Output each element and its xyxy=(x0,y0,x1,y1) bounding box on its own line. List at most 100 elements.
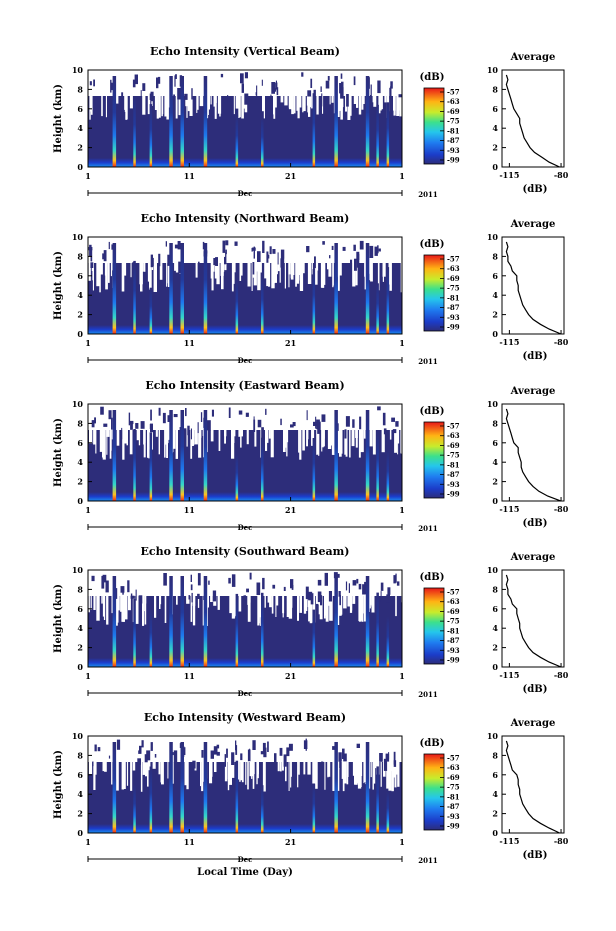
missing-data-streak xyxy=(220,263,224,276)
colorbar-tick-label: -75 xyxy=(447,284,460,293)
y-tick-label: 4 xyxy=(77,123,83,133)
echo-patch xyxy=(252,740,256,750)
missing-data-streak xyxy=(210,430,214,442)
missing-data-streak xyxy=(186,430,188,447)
missing-data-streak xyxy=(92,263,94,291)
missing-data-streak xyxy=(164,430,168,445)
y-tick-label: 0 xyxy=(77,329,83,339)
echo-patch xyxy=(224,256,226,265)
echo-patch xyxy=(362,584,366,595)
echo-patch xyxy=(231,752,235,765)
missing-data-streak xyxy=(280,762,282,772)
echo-patch xyxy=(269,246,272,255)
echo-patch xyxy=(201,750,204,758)
missing-data-streak xyxy=(129,430,133,455)
precipitation-echo xyxy=(235,114,239,167)
missing-data-streak xyxy=(252,762,255,789)
y-tick-label: 6 xyxy=(77,271,83,281)
missing-data-streak xyxy=(111,430,114,440)
missing-data-streak xyxy=(353,263,355,282)
y-tick-label: 10 xyxy=(72,399,84,409)
colorbar-tick-label: -93 xyxy=(447,646,460,655)
echo-patch xyxy=(340,73,343,79)
x-tick-label: 1 xyxy=(85,338,91,348)
echo-patch xyxy=(398,94,403,98)
profile-y-tick-label: 2 xyxy=(492,643,498,653)
missing-data-streak xyxy=(338,263,342,276)
missing-data-streak xyxy=(241,762,244,783)
colorbar-tick-label: -75 xyxy=(447,117,460,126)
echo-patch xyxy=(342,748,345,759)
missing-data-streak xyxy=(380,762,382,787)
echo-patch xyxy=(251,247,253,252)
heatmap-frame xyxy=(87,403,403,502)
missing-data-streak xyxy=(135,596,139,624)
y-axis-label: Height (km) xyxy=(53,251,64,320)
echo-patch xyxy=(224,754,226,767)
echo-patch xyxy=(386,594,390,603)
echo-patch xyxy=(228,407,231,418)
missing-data-streak xyxy=(340,96,343,120)
precipitation-echo xyxy=(149,432,153,501)
missing-data-streak xyxy=(295,263,300,284)
missing-data-streak xyxy=(271,596,274,614)
echo-patch xyxy=(321,761,324,768)
missing-data-streak xyxy=(321,430,324,448)
missing-data-streak xyxy=(379,96,382,111)
echo-patch xyxy=(283,586,286,591)
missing-data-streak xyxy=(293,96,296,114)
missing-data-streak xyxy=(302,263,305,274)
missing-data-streak xyxy=(307,762,311,775)
missing-data-streak xyxy=(101,596,103,604)
echo-patch xyxy=(305,738,307,751)
missing-data-streak xyxy=(209,762,213,784)
echo-patch xyxy=(315,416,317,429)
echo-patch xyxy=(393,760,397,767)
echo-patch xyxy=(238,410,243,415)
month-label: Dec xyxy=(238,523,253,532)
colorbar-tick-label: -69 xyxy=(447,107,460,116)
echo-patch xyxy=(197,573,201,586)
echo-patch xyxy=(393,751,396,765)
heatmap xyxy=(88,404,404,501)
x-axis-label: Local Time (Day) xyxy=(197,867,293,878)
echo-patch xyxy=(383,758,388,771)
profile-y-tick-label: 0 xyxy=(492,496,498,506)
echo-patch xyxy=(213,258,218,266)
missing-data-streak xyxy=(210,596,213,602)
y-tick-label: 6 xyxy=(77,770,83,780)
missing-data-streak xyxy=(232,263,235,284)
missing-data-streak xyxy=(123,430,127,444)
missing-data-streak xyxy=(224,430,226,444)
echo-patch xyxy=(310,78,313,88)
missing-data-streak xyxy=(364,596,368,622)
echo-patch xyxy=(94,417,96,424)
echo-patch xyxy=(286,747,290,757)
echo-patch xyxy=(253,419,256,432)
heatmap-background xyxy=(88,762,402,833)
echo-patch xyxy=(108,410,112,420)
colorbar-unit: (dB) xyxy=(420,572,445,583)
missing-data-streak xyxy=(93,596,96,610)
colorbar-tick-label: -57 xyxy=(447,422,460,431)
echo-patch xyxy=(158,407,161,416)
echo-patch xyxy=(149,423,152,429)
echo-patch xyxy=(288,743,293,751)
profile-y-tick-label: 8 xyxy=(492,418,498,428)
y-tick-label: 6 xyxy=(77,438,83,448)
missing-data-streak xyxy=(264,263,268,279)
missing-data-streak xyxy=(286,596,290,617)
missing-data-streak xyxy=(216,263,220,285)
profile-y-tick-label: 0 xyxy=(492,329,498,339)
y-axis-label: Height (km) xyxy=(53,418,64,487)
colorbar-tick-label: -99 xyxy=(447,490,460,499)
echo-patch xyxy=(314,256,316,269)
profile-line xyxy=(505,408,562,502)
missing-data-streak xyxy=(312,596,316,623)
echo-patch xyxy=(329,255,331,259)
echo-patch xyxy=(121,92,124,97)
colorbar-tick-label: -57 xyxy=(447,255,460,264)
missing-data-streak xyxy=(315,762,318,789)
missing-data-streak xyxy=(317,430,320,455)
echo-patch xyxy=(257,419,262,428)
